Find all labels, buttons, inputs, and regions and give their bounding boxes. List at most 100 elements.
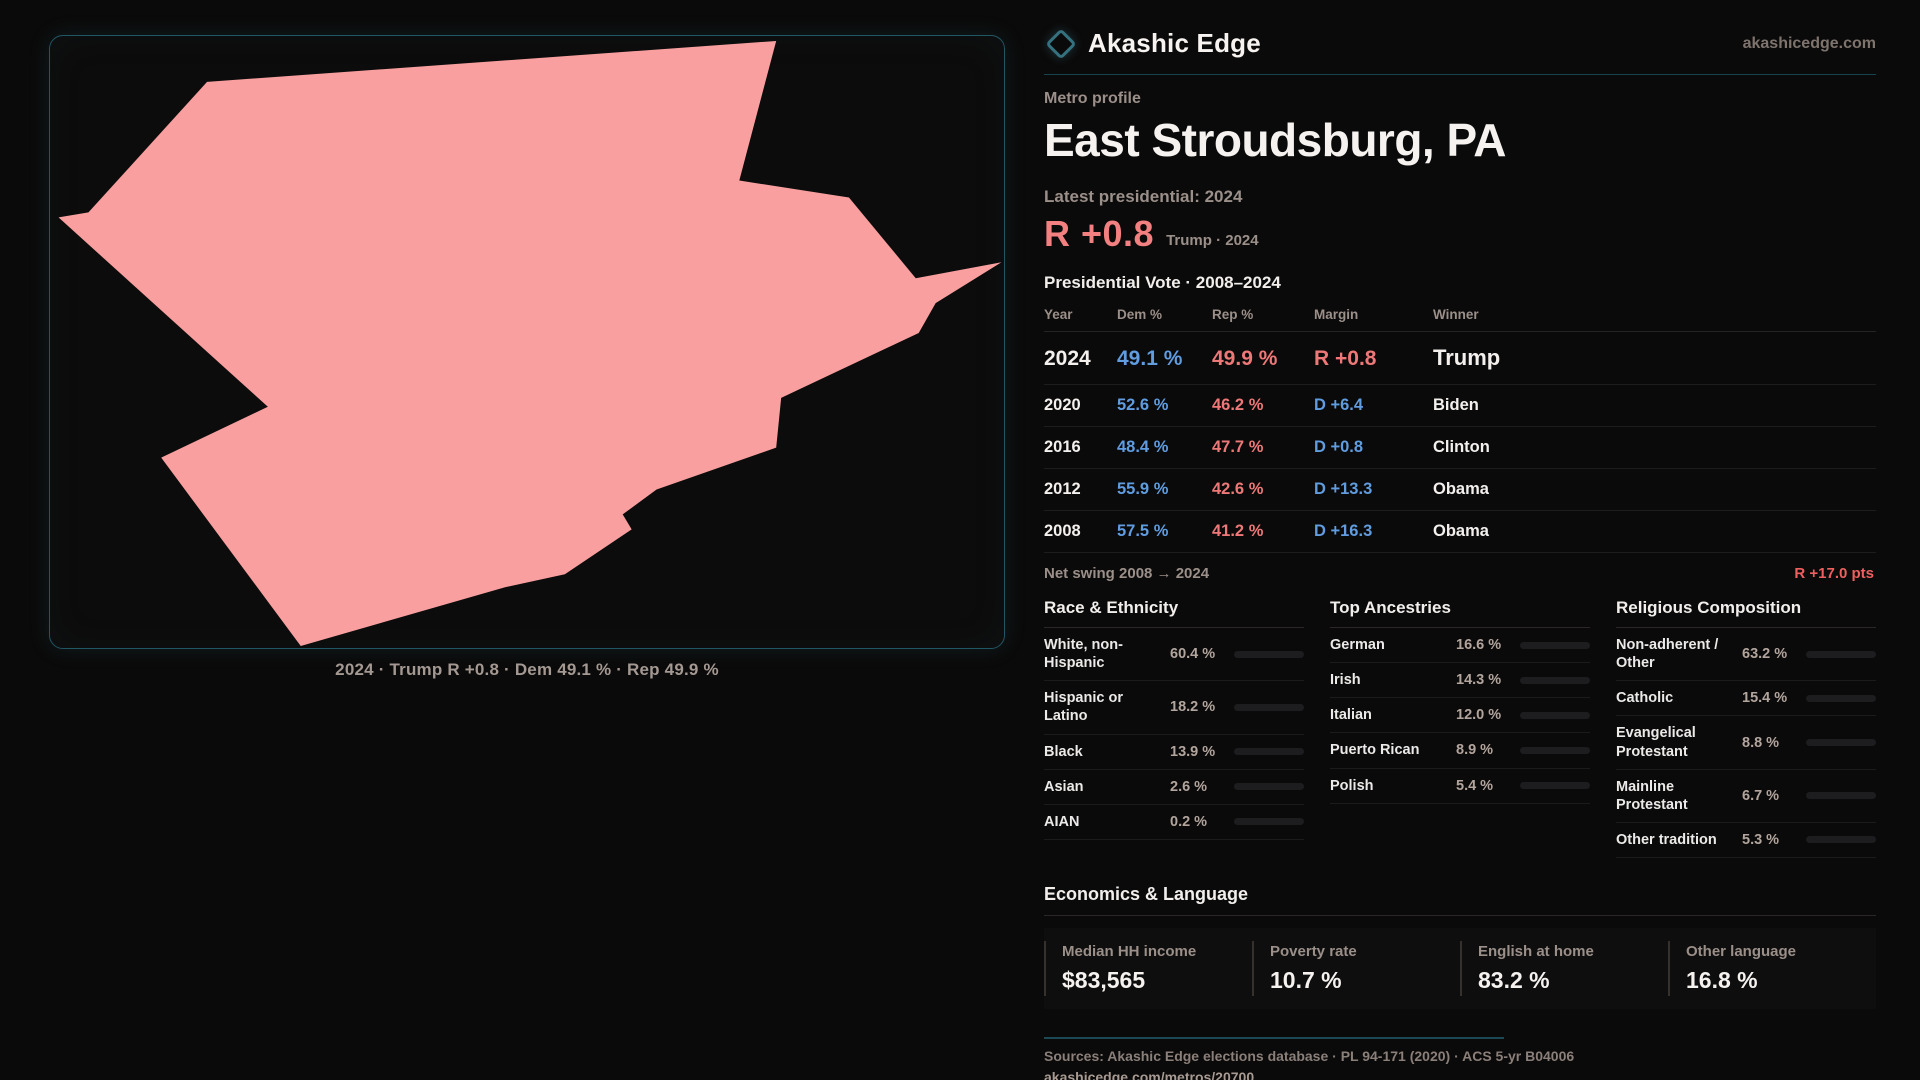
stat-bar (1520, 746, 1590, 754)
panel-title: Religious Composition (1616, 598, 1876, 628)
footer-divider (1044, 1037, 1504, 1039)
list-item: Hispanic or Latino 18.2 % (1044, 681, 1304, 735)
net-swing-label: Net swing 2008 → 2024 (1044, 565, 1210, 582)
stat-bar (1806, 792, 1876, 800)
race-ethnicity-panel: Race & Ethnicity White, non-Hispanic 60.… (1044, 598, 1304, 858)
stat-value: $83,565 (1062, 967, 1146, 993)
stat-value: 8.8 % (1742, 734, 1780, 751)
economics-title: Economics & Language (1044, 884, 1876, 916)
list-item: Irish 14.3 % (1330, 663, 1590, 699)
vote-table-title: Presidential Vote · 2008–2024 (1044, 273, 1281, 292)
cell-dem: 52.6 % (1117, 396, 1169, 414)
religious-composition-panel: Religious Composition Non-adherent / Oth… (1616, 598, 1876, 858)
list-item: Puerto Rican 8.9 % (1330, 733, 1590, 769)
cell-rep: 46.2 % (1212, 396, 1264, 414)
stat-value: 15.4 % (1742, 690, 1788, 707)
latest-presidential-label: Latest presidential: 2024 (1044, 187, 1243, 206)
stat-bar (1806, 836, 1876, 844)
cell-year: 2008 (1044, 522, 1081, 540)
stat-value: 63.2 % (1742, 646, 1788, 663)
kicker: Metro profile (1044, 90, 1141, 107)
cell-year: 2012 (1044, 480, 1081, 498)
stat-value: 13.9 % (1170, 743, 1216, 760)
economics-band: Median HH income $83,565 Poverty rate 10… (1044, 928, 1876, 1009)
cell-winner: Clinton (1433, 438, 1490, 456)
stat-value: 18.2 % (1170, 699, 1216, 716)
table-row: 2024 49.1 % 49.9 % R +0.8 Trump (1044, 332, 1876, 385)
sources-text: Sources: Akashic Edge elections database… (1044, 1048, 1575, 1064)
table-row: 2012 55.9 % 42.6 % D +13.3 Obama (1044, 469, 1876, 511)
stat-bar (1520, 782, 1590, 790)
cell-winner: Obama (1433, 480, 1489, 498)
stat-label: Asian (1044, 778, 1084, 795)
footer: Sources: Akashic Edge elections database… (1044, 1037, 1876, 1080)
cell-dem: 55.9 % (1117, 480, 1169, 498)
headline-margin-row: R +0.8 Trump · 2024 (1044, 213, 1876, 255)
cell-margin: D +13.3 (1314, 480, 1373, 498)
col-year: Year (1044, 307, 1073, 322)
list-item: Black 13.9 % (1044, 735, 1304, 770)
cell-winner: Trump (1433, 345, 1501, 370)
map-caption: 2024 · Trump R +0.8 · Dem 49.1 % · Rep 4… (335, 660, 719, 679)
stat-bar (1234, 818, 1304, 826)
stat-bar (1806, 694, 1876, 702)
headline-note: Trump · 2024 (1166, 232, 1259, 249)
demographics-section: Race & Ethnicity White, non-Hispanic 60.… (1044, 598, 1876, 858)
brand-name: Akashic Edge (1088, 28, 1261, 58)
profile-column: Akashic Edge akashicedge.com Metro profi… (1044, 27, 1876, 1080)
stat-bar (1234, 650, 1304, 658)
stat-value: 5.4 % (1456, 777, 1494, 794)
cell-year: 2024 (1044, 347, 1091, 370)
page-title: East Stroudsburg, PA (1044, 114, 1506, 166)
stat-value: 8.9 % (1456, 742, 1494, 759)
stat-label: Hispanic or Latino (1044, 690, 1123, 725)
cell-margin: D +0.8 (1314, 438, 1364, 456)
brand-domain: akashicedge.com (1742, 34, 1876, 52)
stat-card: English at home 83.2 % (1460, 941, 1668, 996)
stat-bar (1520, 711, 1590, 719)
stat-bar (1806, 739, 1876, 746)
stat-value: 5.3 % (1742, 831, 1780, 848)
top-ancestries-panel: Top Ancestries German 16.6 % Irish 14.3 … (1330, 598, 1590, 858)
table-row: 2016 48.4 % 47.7 % D +0.8 Clinton (1044, 427, 1876, 469)
metro-shape (58, 40, 1002, 647)
stat-card: Median HH income $83,565 (1044, 941, 1252, 996)
stat-value: 83.2 % (1478, 967, 1550, 993)
stat-label: AIAN (1044, 813, 1080, 830)
list-item: Other tradition 5.3 % (1616, 823, 1876, 858)
stat-value: 0.2 % (1170, 813, 1208, 830)
panel-title: Top Ancestries (1330, 598, 1590, 628)
stat-value: 10.7 % (1270, 967, 1342, 993)
stat-card: Other language 16.8 % (1668, 941, 1876, 996)
col-dem: Dem % (1117, 307, 1163, 322)
cell-dem: 49.1 % (1117, 347, 1183, 370)
stat-label: White, non-Hispanic (1044, 637, 1123, 672)
cell-margin: D +16.3 (1314, 522, 1373, 540)
stat-label: Poverty rate (1270, 943, 1357, 960)
list-item: Italian 12.0 % (1330, 698, 1590, 734)
stat-value: 14.3 % (1456, 672, 1502, 689)
stat-label: English at home (1478, 943, 1594, 960)
net-swing-row: Net swing 2008 → 2024 R +17.0 pts (1044, 553, 1876, 592)
stat-label: Non-adherent / Other (1616, 637, 1719, 672)
col-rep: Rep % (1212, 307, 1254, 322)
stat-label: Other tradition (1616, 831, 1717, 848)
net-swing-value: R +17.0 pts (1794, 565, 1874, 582)
stat-bar (1806, 650, 1876, 658)
stat-label: Irish (1330, 672, 1361, 689)
diamond-logo-icon (1045, 27, 1077, 60)
stat-label: Median HH income (1062, 943, 1197, 960)
list-item: Evangelical Protestant 8.8 % (1616, 716, 1876, 770)
cell-year: 2016 (1044, 438, 1081, 456)
stat-value: 60.4 % (1170, 646, 1216, 663)
stat-value: 6.7 % (1742, 787, 1780, 804)
list-item: Non-adherent / Other 63.2 % (1616, 628, 1876, 682)
list-item: Catholic 15.4 % (1616, 681, 1876, 717)
metro-map (58, 40, 1002, 647)
stat-value: 16.6 % (1456, 637, 1502, 654)
stat-bar (1234, 703, 1304, 711)
list-item: AIAN 0.2 % (1044, 805, 1304, 840)
stat-label: Puerto Rican (1330, 742, 1420, 759)
stat-label: Other language (1686, 943, 1797, 960)
table-row: 2008 57.5 % 41.2 % D +16.3 Obama (1044, 511, 1876, 553)
